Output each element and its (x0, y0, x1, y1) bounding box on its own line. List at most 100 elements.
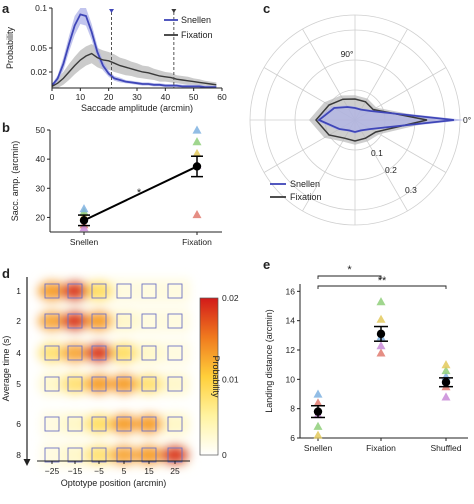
optotype-box (67, 416, 83, 432)
mean-point (376, 329, 386, 339)
optotype-box (67, 376, 83, 392)
x-tick-label: Snellen (304, 443, 333, 453)
optotype-box (141, 283, 157, 299)
subject-marker (441, 392, 451, 401)
x-axis-label: Optotype position (arcmin) (61, 478, 167, 488)
y-tick-label: 6 (290, 433, 295, 443)
subject-marker (79, 223, 89, 232)
optotype-box (167, 283, 183, 299)
y-tick-label: 40 (36, 154, 46, 164)
subject-marker (376, 314, 386, 323)
y-tick-label: 0.05 (30, 43, 47, 53)
panel-b-amplitude: 20 30 40 50 Snellen Fixation Sacc. amp. (arcmi… (10, 125, 222, 247)
mean-marker-arrow (171, 9, 177, 13)
y-tick-label: 16 (286, 286, 296, 296)
optotype-box (167, 416, 183, 432)
subject-marker (192, 125, 202, 134)
snellen-line (51, 13, 217, 89)
significance-bracket (317, 275, 382, 279)
x-tick-label: 20 (104, 92, 114, 102)
mean-marker-arrow (109, 9, 114, 13)
x-tick-label: 25 (170, 466, 180, 476)
subject-marker (376, 348, 386, 357)
subject-marker (441, 366, 451, 375)
panel-label-c: c (263, 1, 270, 16)
y-tick-label: 50 (36, 125, 46, 135)
x-tick-label: Shuffled (430, 443, 461, 453)
subject-marker (313, 421, 323, 430)
y-tick-label: 30 (36, 183, 46, 193)
mean-point (313, 407, 323, 416)
significance-star: * (137, 187, 142, 199)
optotype-box (116, 416, 132, 432)
subject-marker (79, 204, 89, 213)
optotype-box (67, 345, 83, 361)
optotype-box (167, 376, 183, 392)
subject-marker (192, 137, 202, 146)
y-tick-label: 12 (286, 345, 296, 355)
time-axis-arrow (23, 459, 31, 466)
mean-connector (83, 165, 198, 222)
significance-stars: ** (378, 275, 387, 287)
colorbar (199, 297, 219, 456)
y-tick-label: 0.02 (30, 67, 47, 77)
y-tick-label: 8 (16, 450, 21, 460)
y-tick-label: 0.1 (35, 3, 47, 13)
radial-tick-label: 0.2 (385, 165, 397, 175)
x-tick-label: 0 (50, 92, 55, 102)
optotype-box (141, 376, 157, 392)
significance-star: * (347, 264, 352, 276)
fixation-polar-line (315, 98, 428, 142)
colorbar-tick-label: 0.01 (222, 375, 239, 385)
x-tick-label: 50 (189, 92, 199, 102)
panel-label-e: e (263, 257, 270, 272)
optotype-box (91, 283, 107, 299)
x-tick-label: Fixation (182, 237, 212, 247)
y-tick-label: 1 (16, 286, 21, 296)
optotype-box (44, 283, 60, 299)
legend-label: Snellen (181, 15, 211, 25)
subject-marker (441, 360, 451, 369)
y-tick-label: 2 (16, 316, 21, 326)
panel-c-polar: 90° 0° 0.10.2 0.3 Snellen Fixation (249, 14, 471, 226)
subject-marker (192, 210, 202, 219)
subject-marker (376, 341, 386, 350)
x-tick-label: 10 (76, 92, 86, 102)
angle-label: 0° (463, 115, 471, 125)
legend-label: Fixation (290, 192, 322, 202)
x-tick-label: 5 (122, 466, 127, 476)
colorbar-tick-label: 0.02 (222, 293, 239, 303)
legend-label: Snellen (290, 179, 320, 189)
x-tick-label: Snellen (70, 237, 99, 247)
optotype-box (141, 345, 157, 361)
radial-tick-label: 0.1 (371, 148, 383, 158)
optotype-box (67, 283, 83, 299)
optotype-box (44, 376, 60, 392)
subject-marker (313, 389, 323, 398)
x-tick-label: 40 (161, 92, 171, 102)
optotype-box (44, 313, 60, 329)
x-tick-label: Fixation (366, 443, 396, 453)
y-axis-label: Landing distance (arcmin) (264, 309, 274, 413)
colorbar-label: Probability (211, 355, 221, 398)
optotype-box (44, 345, 60, 361)
optotype-box (116, 376, 132, 392)
mean-point (79, 216, 89, 225)
y-axis-label: Probability (5, 26, 15, 69)
y-tick-label: 4 (16, 348, 21, 358)
subject-marker (192, 148, 202, 157)
optotype-box (91, 416, 107, 432)
panel-e-landing: 6 8 10 12 14 16 Snellen Fixation Shuffled Landing… (264, 264, 468, 453)
subject-marker (313, 398, 323, 407)
x-tick-label: 60 (217, 92, 227, 102)
mean-point (441, 378, 451, 387)
panel-label-a: a (2, 1, 10, 16)
y-tick-label: 10 (286, 374, 296, 384)
optotype-box (116, 313, 132, 329)
panel-a-histogram: 0 10 20 30 40 50 60 0.02 0.05 0.1 Saccade amplitud… (5, 3, 227, 113)
optotype-box (116, 283, 132, 299)
x-tick-label: −5 (94, 466, 104, 476)
panel-label-b: b (2, 120, 10, 135)
